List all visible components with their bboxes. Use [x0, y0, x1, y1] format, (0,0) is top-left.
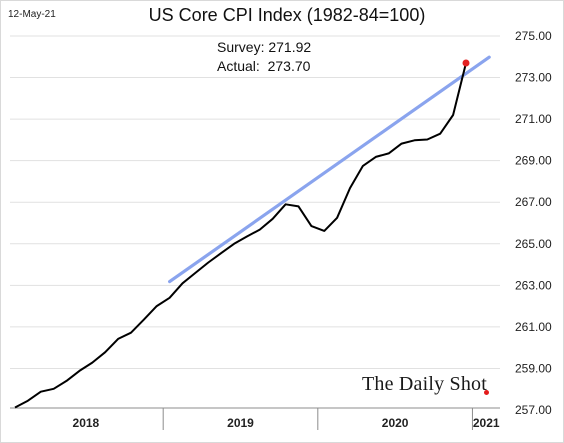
x-tick-label: 2018	[73, 416, 100, 430]
x-tick-label: 2020	[382, 416, 409, 430]
y-tick-label: 275.00	[515, 29, 552, 43]
y-tick-label: 269.00	[515, 154, 552, 168]
survey-label: Survey: 271.92	[217, 39, 312, 55]
source-logo: The Daily Shot	[362, 373, 488, 395]
chart-title: US Core CPI Index (1982-84=100)	[148, 5, 426, 25]
y-tick-label: 257.00	[515, 403, 552, 417]
trend-line	[168, 55, 491, 284]
y-tick-label: 259.00	[515, 361, 552, 375]
date-stamp: 12-May-21	[8, 9, 56, 20]
survey-actual-annotation: Survey: 271.92 Actual: 273.70	[217, 38, 311, 76]
cpi-series-line	[14, 62, 467, 409]
y-tick-label: 273.00	[515, 71, 552, 85]
y-tick-label: 265.00	[515, 237, 552, 251]
latest-point-marker	[462, 59, 470, 67]
y-tick-label: 263.00	[515, 278, 552, 292]
logo-dot-icon	[484, 390, 489, 395]
actual-label: Actual: 273.70	[217, 58, 311, 74]
y-tick-label: 267.00	[515, 195, 552, 209]
x-tick-label: 2019	[227, 416, 254, 430]
y-tick-label: 271.00	[515, 112, 552, 126]
y-tick-label: 261.00	[515, 320, 552, 334]
x-tick-label: 2021	[473, 416, 500, 430]
